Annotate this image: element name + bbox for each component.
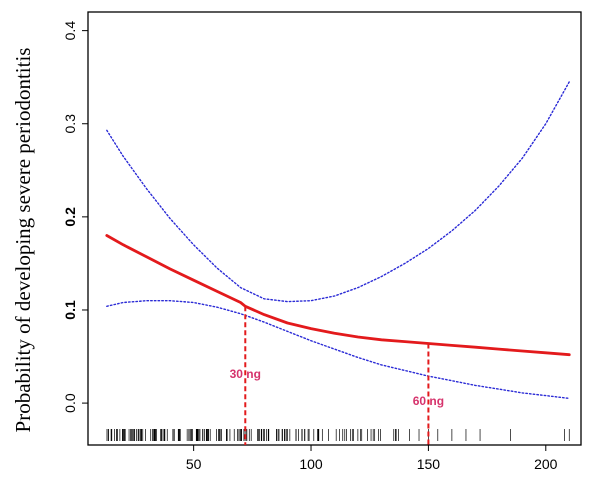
x-axis: 50 100 150 200: [186, 445, 558, 472]
annotations: 30 ng 60 ng: [230, 306, 444, 445]
y-tick-label: 0.1: [62, 300, 78, 320]
plot-frame: [87, 11, 582, 446]
series-group: [105, 81, 571, 400]
x-tick-label: 200: [534, 456, 558, 472]
rug-plot: [106, 429, 570, 441]
series-fit: [105, 234, 571, 357]
y-tick-label: 0.2: [62, 207, 78, 227]
y-axis-label: Probability of developing severe periodo…: [11, 48, 35, 433]
series-lower-ci: [106, 300, 570, 400]
x-tick-label: 150: [417, 456, 441, 472]
y-tick-label: 0.0: [62, 393, 78, 413]
annotation-label: 30 ng: [230, 367, 261, 381]
series-upper-ci: [106, 81, 570, 303]
y-axis: 0.0 0.1 0.2 0.3 0.4: [62, 21, 88, 413]
x-tick-label: 100: [299, 456, 323, 472]
y-tick-label: 0.3: [62, 114, 78, 134]
x-tick-label: 50: [186, 456, 202, 472]
y-tick-label: 0.4: [62, 21, 78, 41]
annotation-label: 60 ng: [413, 394, 444, 408]
